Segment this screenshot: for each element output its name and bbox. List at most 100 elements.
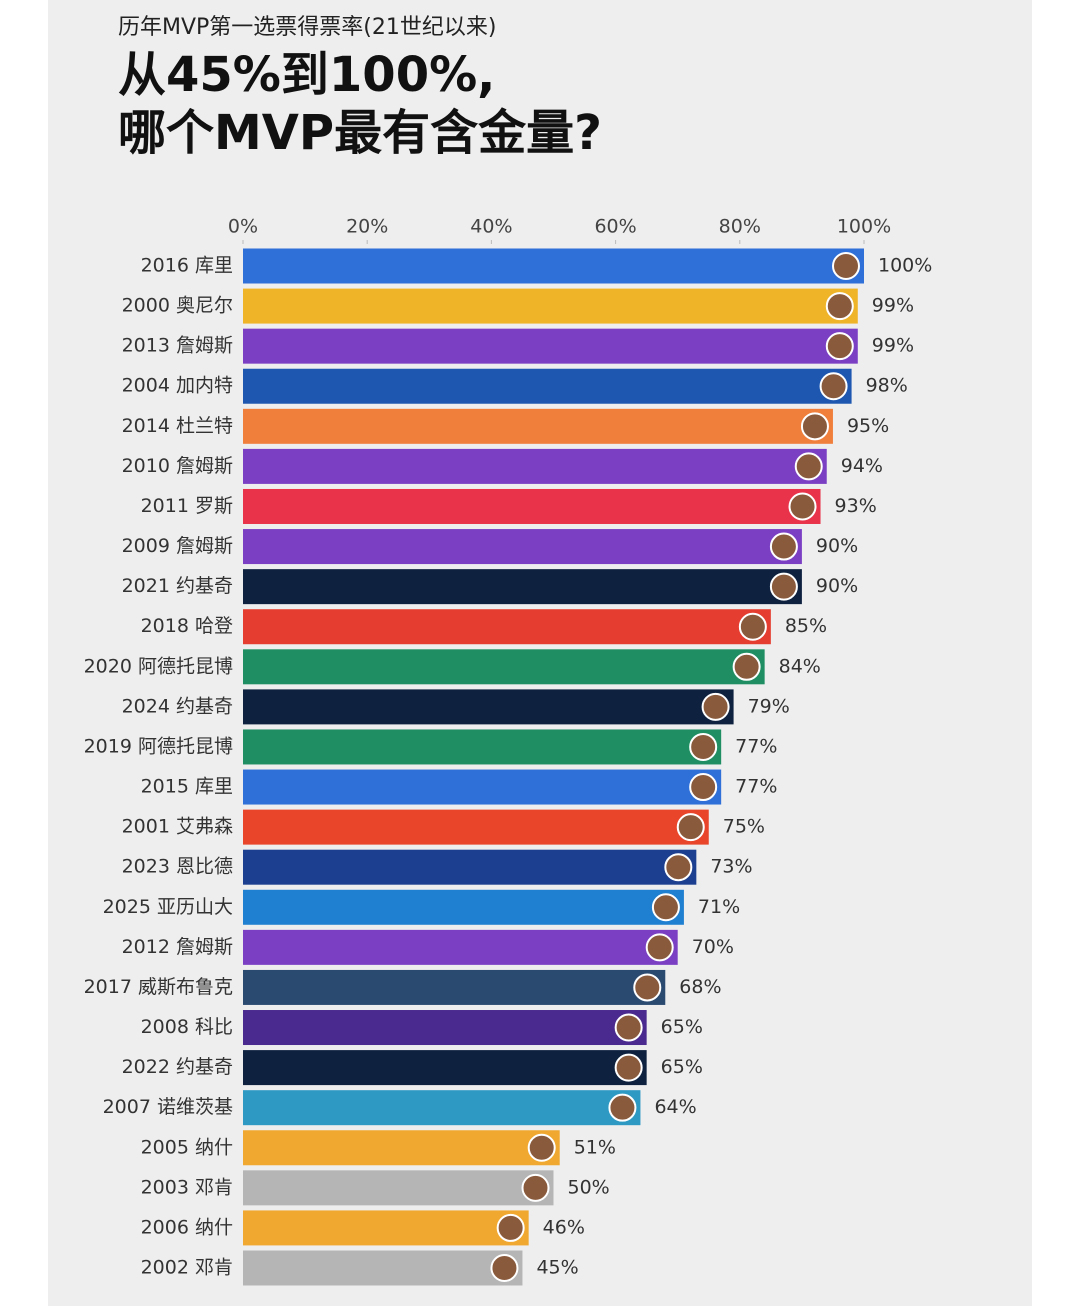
avatar: [614, 1053, 643, 1082]
y-tick-label: 2008 科比: [141, 1016, 233, 1038]
bar: [243, 769, 722, 805]
value-label: 99%: [872, 295, 914, 317]
value-label: 84%: [779, 655, 821, 677]
avatar: [521, 1173, 550, 1202]
avatar: [689, 773, 718, 802]
bar: [243, 889, 684, 925]
value-label: 46%: [543, 1216, 585, 1238]
bar: [243, 368, 852, 404]
bar: [243, 1050, 647, 1086]
value-label: 79%: [748, 695, 790, 717]
value-label: 71%: [698, 896, 740, 918]
avatar: [825, 332, 854, 361]
bar: [243, 488, 821, 524]
value-label: 64%: [654, 1096, 696, 1118]
value-label: 50%: [568, 1176, 610, 1198]
x-tick-label: 40%: [470, 216, 512, 238]
bar: [243, 1250, 523, 1286]
y-tick-label: 2013 詹姆斯: [122, 335, 233, 357]
avatar: [738, 612, 767, 641]
title-line: 从45%到100%,: [118, 47, 495, 103]
avatar: [490, 1254, 519, 1282]
bar: [243, 248, 864, 284]
y-tick-label: 2003 邓肯: [141, 1176, 233, 1198]
avatar: [701, 692, 730, 721]
bar: [243, 328, 858, 364]
bar: [243, 529, 802, 565]
value-label: 65%: [661, 1056, 703, 1078]
value-label: 70%: [692, 936, 734, 958]
y-tick-label: 2009 詹姆斯: [122, 535, 233, 557]
avatar: [800, 412, 829, 441]
avatar: [633, 973, 662, 1002]
bar: [243, 1130, 560, 1166]
x-tick-label: 80%: [719, 216, 761, 238]
bar: [243, 288, 858, 324]
y-tick-label: 2011 罗斯: [141, 495, 233, 517]
y-tick-label: 2010 詹姆斯: [122, 455, 233, 477]
avatar: [819, 372, 848, 401]
value-label: 98%: [866, 375, 908, 397]
avatar: [832, 252, 860, 280]
avatar: [769, 532, 798, 561]
y-tick-label: 2020 阿德托昆博: [84, 655, 233, 677]
y-tick-label: 2002 邓肯: [141, 1257, 233, 1279]
value-label: 77%: [735, 776, 777, 798]
value-label: 75%: [723, 816, 765, 838]
x-tick-label: 60%: [594, 216, 636, 238]
value-label: 93%: [835, 495, 877, 517]
avatar: [676, 813, 705, 842]
bar: [243, 849, 697, 885]
x-tick-label: 0%: [228, 216, 258, 238]
y-tick-label: 2018 哈登: [141, 615, 233, 637]
value-label: 95%: [847, 415, 889, 437]
value-label: 99%: [872, 335, 914, 357]
title-line: 哪个MVP最有含金量?: [118, 105, 602, 161]
y-tick-label: 2022 约基奇: [122, 1056, 233, 1078]
value-label: 100%: [878, 255, 932, 277]
y-tick-label: 2016 库里: [141, 255, 233, 277]
y-tick-label: 2023 恩比德: [122, 856, 233, 878]
avatar: [825, 292, 854, 321]
y-tick-label: 2004 加内特: [122, 375, 233, 397]
y-tick-label: 2015 库里: [141, 776, 233, 798]
y-tick-label: 2021 约基奇: [122, 575, 233, 597]
bar: [243, 809, 709, 845]
value-label: 45%: [536, 1257, 578, 1279]
y-tick-label: 2025 亚历山大: [103, 896, 233, 918]
value-label: 51%: [574, 1136, 616, 1158]
bar: [243, 729, 722, 765]
y-tick-label: 2019 阿德托昆博: [84, 735, 233, 757]
bar: [243, 649, 765, 685]
avatar: [664, 853, 693, 882]
avatar: [608, 1093, 637, 1122]
value-label: 68%: [679, 976, 721, 998]
value-label: 94%: [841, 455, 883, 477]
avatar: [769, 572, 798, 601]
y-tick-label: 2017 威斯布鲁克: [84, 976, 233, 998]
bar: [243, 1010, 647, 1046]
avatar: [496, 1213, 525, 1242]
value-label: 90%: [816, 575, 858, 597]
avatar: [794, 452, 823, 481]
bar: [243, 969, 666, 1005]
avatar: [689, 732, 718, 761]
bar: [243, 1210, 529, 1246]
y-tick-label: 2014 杜兰特: [122, 415, 233, 437]
value-label: 85%: [785, 615, 827, 637]
y-tick-label: 2000 奥尼尔: [122, 295, 233, 317]
bar: [243, 408, 833, 444]
avatar: [732, 652, 761, 681]
avatar: [645, 933, 674, 962]
x-tick-label: 100%: [837, 216, 891, 238]
value-label: 90%: [816, 535, 858, 557]
subtitle: 历年MVP第一选票得票率(21世纪以来): [118, 15, 496, 40]
avatar: [527, 1133, 556, 1162]
y-tick-label: 2012 詹姆斯: [122, 936, 233, 958]
bar: [243, 929, 678, 965]
x-tick-label: 20%: [346, 216, 388, 238]
y-tick-label: 2007 诺维茨基: [103, 1096, 233, 1118]
value-label: 73%: [710, 856, 752, 878]
bar: [243, 609, 771, 645]
